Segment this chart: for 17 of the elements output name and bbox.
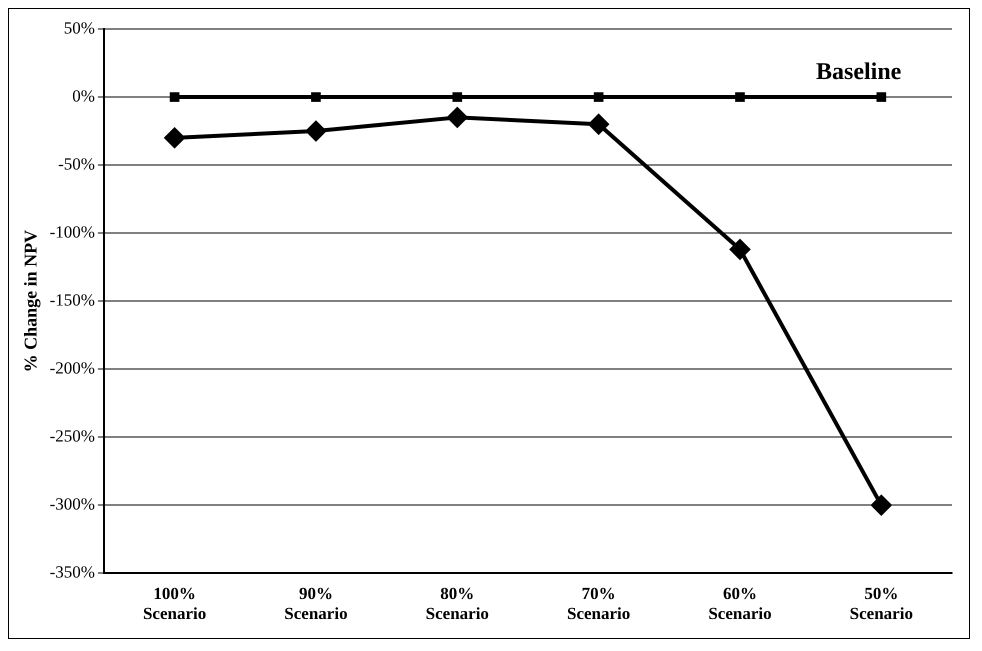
y-axis-title: % Change in NPV xyxy=(20,230,40,372)
y-tick-label: 0% xyxy=(72,86,95,106)
y-tick-label: -250% xyxy=(50,426,95,446)
x-tick-label: 70% Scenario xyxy=(566,584,630,624)
x-tick-label: 100% Scenario xyxy=(142,584,206,624)
x-tick-label: 80% Scenario xyxy=(426,584,489,624)
y-tick-label: -200% xyxy=(50,358,95,378)
y-tick-label: -300% xyxy=(50,494,95,514)
series-label: Baseline xyxy=(816,59,902,86)
x-tick-label: 90% Scenario xyxy=(284,584,348,624)
y-tick-label: -150% xyxy=(50,290,95,310)
x-tick-label: 60% Scenario xyxy=(708,584,772,624)
y-tick-label: 50% xyxy=(64,18,95,38)
y-tick-label: -50% xyxy=(58,154,95,174)
y-tick-label: -350% xyxy=(50,562,95,582)
y-tick-label: -100% xyxy=(50,222,95,242)
x-tick-label: 50% Scenario xyxy=(850,584,913,624)
